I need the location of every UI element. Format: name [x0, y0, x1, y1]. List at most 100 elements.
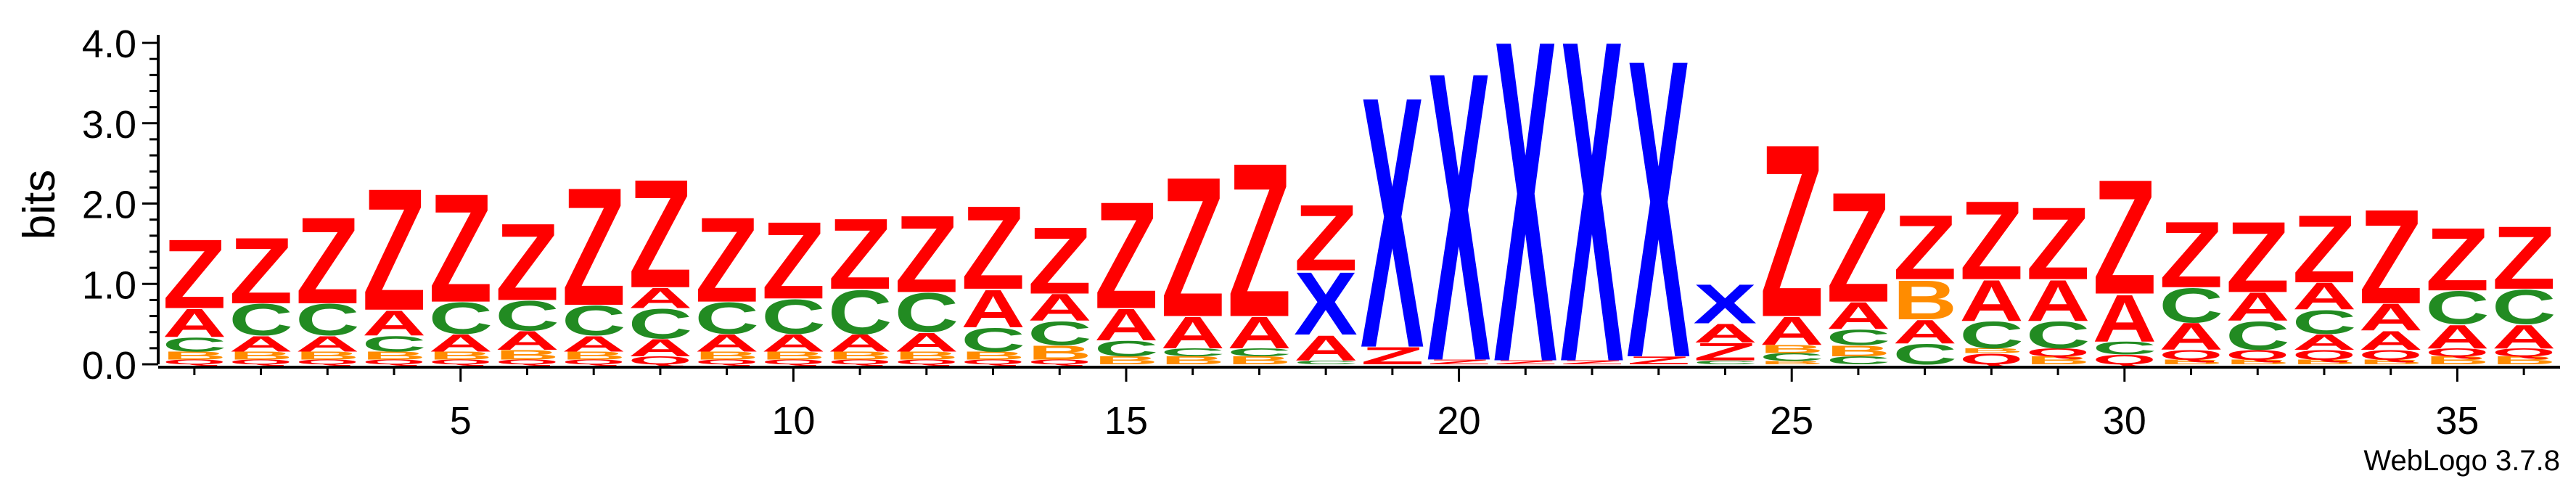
weblogo-watermark: WebLogo 3.7.8: [2363, 445, 2560, 477]
logo-letter-z: Z: [961, 181, 1025, 314]
logo-letter-q: Q: [429, 358, 493, 366]
logo-letter-q: Q: [828, 358, 892, 366]
logo-letter-q: Q: [1027, 358, 1091, 366]
x-axis: 5 10 15 20 25 30 35: [158, 366, 2560, 443]
logo-letter-b: B: [429, 350, 493, 362]
logo-letter-q: Q: [628, 354, 692, 366]
logo-letter-x: X: [1361, 21, 1424, 423]
logo-letter-a: A: [229, 331, 293, 356]
logo-letter-z: Z: [2093, 146, 2157, 329]
logo-letter-c: C: [1893, 338, 1957, 371]
logo-letter-a: A: [429, 329, 493, 357]
logo-letter-z: Z: [429, 161, 493, 335]
y-tick-label: 0.0: [82, 344, 136, 387]
plot-area: QBCAZQBACZQBACZQBCAZQBACZQBACZQBACZQACAZ…: [163, 0, 2556, 459]
logo-letter-b: B: [1227, 354, 1291, 366]
logo-letter-a: A: [2359, 296, 2423, 339]
logo-letter-z: Z: [1427, 358, 1491, 366]
logo-letter-z: Z: [2292, 195, 2356, 303]
logo-letter-a: A: [1027, 287, 1091, 329]
logo-letter-q: Q: [2425, 346, 2489, 358]
logo-letter-a: A: [495, 326, 559, 356]
y-tick-label: 2.0: [82, 184, 136, 227]
logo-letter-q: Q: [2492, 346, 2556, 358]
logo-letter-q: Q: [1959, 350, 2023, 368]
logo-letter-a: A: [761, 329, 825, 357]
x-tick-label: 10: [771, 399, 815, 443]
logo-letter-z: Z: [695, 193, 759, 328]
logo-letter-a: A: [2425, 318, 2489, 356]
y-axis-label: bits: [15, 170, 65, 239]
logo-letter-a: A: [1893, 313, 1957, 350]
logo-letter-x: X: [1627, 0, 1691, 448]
logo-letter-a: A: [2093, 282, 2157, 356]
logo-letter-a: A: [2492, 318, 2556, 356]
logo-letter-b: B: [1893, 268, 1957, 332]
logo-letter-a: A: [961, 279, 1025, 339]
logo-letter-b: B: [1161, 354, 1225, 366]
logo-letter-a: A: [1161, 308, 1225, 358]
logo-letter-a: A: [1294, 328, 1358, 368]
logo-letter-x: X: [1693, 272, 1757, 335]
logo-letter-b: B: [2359, 358, 2423, 366]
logo-letter-a: A: [362, 303, 426, 343]
logo-letter-c: C: [1227, 346, 1291, 358]
logo-letter-c: C: [1161, 346, 1225, 358]
logo-letter-b: B: [295, 350, 359, 362]
logo-letter-c: C: [2226, 313, 2289, 358]
logo-letter-c: C: [2425, 282, 2489, 335]
logo-letter-z: Z: [628, 147, 692, 320]
logo-letter-b: B: [495, 348, 559, 363]
logo-letter-q: Q: [2226, 348, 2289, 363]
logo-letter-a: A: [1227, 308, 1291, 358]
y-tick-label: 3.0: [82, 103, 136, 147]
logo-letter-c: C: [163, 333, 226, 356]
logo-letter-c: C: [562, 297, 625, 345]
logo-letter-q: Q: [362, 358, 426, 366]
logo-letter-c: C: [695, 293, 759, 344]
logo-letter-a: A: [1826, 295, 1890, 337]
logo-letter-c: C: [761, 289, 825, 344]
logo-letter-a: A: [1094, 300, 1158, 350]
logo-letter-b: B: [761, 350, 825, 362]
x-tick-label: 25: [1770, 399, 1813, 443]
logo-letter-z: Z: [163, 218, 226, 329]
logo-letter-a: A: [1760, 309, 1824, 354]
logo-letter-z: Z: [1627, 354, 1691, 366]
logo-letter-q: Q: [2093, 352, 2157, 367]
logo-letter-a: A: [163, 301, 226, 346]
logo-letter-b: B: [895, 350, 959, 362]
logo-letter-b: B: [1959, 347, 2023, 354]
y-tick-label: 1.0: [82, 263, 136, 307]
logo-letter-z: Z: [1294, 186, 1358, 291]
logo-letter-a: A: [1693, 319, 1757, 348]
logo-letter-z: Z: [2226, 202, 2289, 314]
logo-letter-q: Q: [562, 358, 625, 366]
logo-letter-c: C: [1826, 324, 1890, 350]
logo-letter-c: C: [895, 281, 959, 344]
logo-column: ZX: [1627, 0, 1691, 448]
logo-letter-z: Z: [761, 200, 825, 322]
logo-letter-q: Q: [2359, 348, 2423, 363]
logo-letter-z: Z: [828, 198, 892, 311]
logo-letter-c: C: [229, 295, 293, 345]
logo-column: ZX: [1361, 21, 1424, 423]
logo-letter-a: A: [628, 335, 692, 362]
